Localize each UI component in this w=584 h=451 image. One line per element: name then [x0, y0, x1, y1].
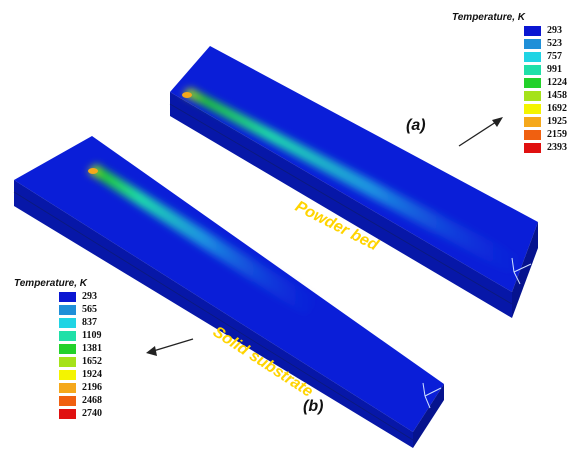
legend-value: 1381	[82, 343, 102, 354]
plate-a-plume	[183, 88, 525, 275]
legend-value: 523	[547, 38, 562, 49]
legend-swatch	[59, 409, 76, 419]
plate-a	[169, 46, 538, 318]
legend-swatch	[524, 26, 541, 36]
legend-value: 757	[547, 51, 562, 62]
legend-swatch	[59, 396, 76, 406]
legend-swatch	[524, 130, 541, 140]
arrow-a	[458, 117, 503, 147]
plate-b-axis-triad	[422, 382, 442, 409]
legend-swatch	[59, 383, 76, 393]
plate-a-axis-triad	[511, 257, 532, 285]
legend-value: 1652	[82, 356, 102, 367]
legend-swatch	[59, 331, 76, 341]
legend-value: 2468	[82, 395, 102, 406]
legend-swatch	[59, 318, 76, 328]
legend-value: 1109	[82, 330, 102, 341]
plate-a-front	[170, 92, 512, 318]
legend-swatch	[524, 143, 541, 153]
legend-value: 565	[82, 304, 97, 315]
legend-value: 1925	[547, 116, 567, 127]
legend-value: 1224	[547, 77, 567, 88]
legend-swatch	[59, 357, 76, 367]
legend-value: 293	[547, 25, 562, 36]
legend-value: 2393	[547, 142, 567, 153]
plate-b-front	[14, 180, 413, 448]
legend-b-title: Temperature, K	[14, 278, 87, 289]
legend-b: Temperature, K 293 565 837 1109 1381 1652 1924…	[14, 278, 144, 448]
plate-b-side	[413, 384, 444, 448]
legend-value: 1692	[547, 103, 567, 114]
legend-value: 837	[82, 317, 97, 328]
legend-swatch	[59, 305, 76, 315]
legend-swatch	[524, 65, 541, 75]
legend-a: Temperature, K 293 523 757 991 1224 1458 1692 1…	[452, 12, 582, 172]
legend-value: 1924	[82, 369, 102, 380]
legend-value: 293	[82, 291, 97, 302]
legend-swatch	[524, 117, 541, 127]
caption-a: (a)	[406, 117, 426, 134]
legend-value: 991	[547, 64, 562, 75]
legend-value: 2159	[547, 129, 567, 140]
plate-b-plume	[88, 164, 320, 316]
legend-swatch	[524, 78, 541, 88]
arrow-b	[146, 338, 194, 356]
legend-value: 2196	[82, 382, 102, 393]
legend-a-title: Temperature, K	[452, 12, 525, 23]
plate-b	[13, 136, 444, 448]
legend-value: 1458	[547, 90, 567, 101]
legend-swatch	[524, 91, 541, 101]
legend-swatch	[524, 52, 541, 62]
legend-swatch	[59, 370, 76, 380]
legend-swatch	[59, 344, 76, 354]
caption-b: (b)	[303, 398, 324, 415]
legend-swatch	[59, 292, 76, 302]
plate-b-top	[14, 136, 444, 432]
legend-swatch	[524, 39, 541, 49]
legend-swatch	[524, 104, 541, 114]
legend-value: 2740	[82, 408, 102, 419]
plate-a-side	[512, 222, 538, 318]
